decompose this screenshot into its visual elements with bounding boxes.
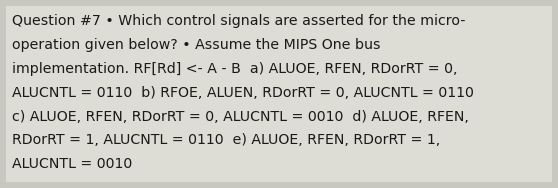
Text: implementation. RF[Rd] <- A - B  a) ALUOE, RFEN, RDorRT = 0,: implementation. RF[Rd] <- A - B a) ALUOE…: [12, 62, 458, 76]
Text: ALUCNTL = 0010: ALUCNTL = 0010: [12, 157, 132, 171]
Text: ALUCNTL = 0110  b) RFOE, ALUEN, RDorRT = 0, ALUCNTL = 0110: ALUCNTL = 0110 b) RFOE, ALUEN, RDorRT = …: [12, 86, 474, 100]
Text: c) ALUOE, RFEN, RDorRT = 0, ALUCNTL = 0010  d) ALUOE, RFEN,: c) ALUOE, RFEN, RDorRT = 0, ALUCNTL = 00…: [12, 109, 469, 124]
Text: operation given below? • Assume the MIPS One bus: operation given below? • Assume the MIPS…: [12, 38, 381, 52]
Text: Question #7 • Which control signals are asserted for the micro-: Question #7 • Which control signals are …: [12, 14, 465, 28]
Text: RDorRT = 1, ALUCNTL = 0110  e) ALUOE, RFEN, RDorRT = 1,: RDorRT = 1, ALUCNTL = 0110 e) ALUOE, RFE…: [12, 133, 440, 147]
